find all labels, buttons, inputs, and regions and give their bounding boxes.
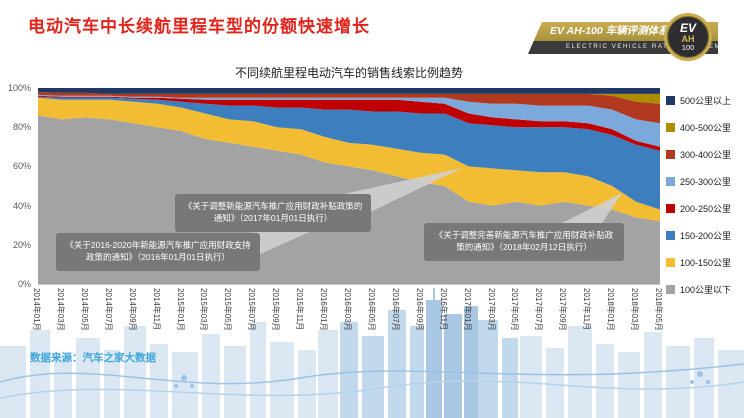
legend-item: 100-150公里: [666, 256, 731, 269]
legend-swatch: [666, 96, 675, 105]
y-axis-label: 60%: [12, 161, 31, 172]
legend-label: 400-500公里: [680, 123, 732, 133]
x-axis-label: 2015年01月: [175, 288, 185, 331]
chart-legend: 500公里以上 400-500公里 300-400公里 250-300公里 200-25…: [666, 94, 731, 310]
legend-item: 250-300公里: [666, 175, 731, 188]
legend-swatch: [666, 231, 675, 240]
x-axis-label: 2015年03月: [199, 288, 209, 331]
y-axis: 100% 80% 60% 40% 20% 0%: [0, 83, 34, 289]
legend-item: 100公里以下: [666, 283, 731, 296]
x-axis-label: 2016年09月: [414, 288, 424, 331]
x-axis-label: 2014年05月: [79, 288, 89, 331]
area-series-4: [38, 94, 660, 147]
city-skyline-graphic: [0, 288, 744, 418]
x-axis-label: 2016年03月: [343, 288, 352, 331]
x-axis-label: 2014年07月: [103, 288, 113, 331]
x-axis-label: 2014年09月: [127, 288, 137, 331]
x-axis-label: 2014年11月: [151, 288, 161, 331]
area-series-3: [38, 95, 660, 151]
y-axis-label: 80%: [12, 122, 31, 133]
callout-policy-2016: 《关于2016-2020年新能源汽车推广应用财政支持政策的通知》（2016年01…: [56, 233, 260, 271]
logo-text-100: 100: [681, 43, 695, 52]
x-axis-label: 2017年09月: [558, 288, 568, 331]
callout-policy-2017: 《关于调整新能源汽车推广应用财政补贴政策的通知》（2017年01月01日执行）: [175, 194, 371, 232]
x-axis-label: 2016年01月: [319, 288, 329, 331]
legend-label: 200-250公里: [680, 204, 732, 214]
x-axis-label: 2017年11月: [582, 288, 592, 331]
ev-ah100-logo: EV AH 100: [664, 13, 712, 61]
legend-item: 400-500公里: [666, 121, 731, 134]
legend-item: 500公里以上: [666, 94, 731, 107]
y-axis-label: 40%: [12, 200, 31, 211]
y-axis-label: 20%: [12, 239, 31, 250]
data-source-note: 数据来源：汽车之家大数据: [30, 352, 156, 364]
legend-item: 300-400公里: [666, 148, 731, 161]
x-axis-label: 2015年11月: [295, 288, 305, 331]
x-axis-label: 2017年07月: [534, 288, 544, 331]
x-axis-label: 2017年03月: [486, 288, 496, 331]
x-axis-label: 2017年01月: [462, 288, 472, 331]
legend-label: 300-400公里: [680, 150, 732, 160]
x-axis-label: 2015年07月: [247, 288, 257, 331]
y-axis-label: 0%: [17, 279, 31, 289]
y-axis-label: 100%: [7, 83, 31, 93]
x-axis: 2014年01月 2014年03月 2014年05月 2014年07月 2014年09月…: [0, 288, 744, 352]
legend-label: 250-300公里: [680, 177, 732, 187]
legend-swatch: [666, 204, 675, 213]
legend-swatch: [666, 177, 675, 186]
legend-swatch: [666, 258, 675, 267]
x-axis-label: 2017年05月: [510, 288, 520, 331]
area-series-5: [38, 91, 660, 124]
x-axis-label: 2015年09月: [271, 288, 281, 331]
legend-label: 100-150公里: [680, 258, 732, 268]
legend-item: 200-250公里: [666, 202, 731, 215]
x-axis-label: 2015年05月: [223, 288, 233, 331]
x-axis-label: 2018年05月: [654, 288, 663, 331]
legend-label: 500公里以上: [680, 96, 732, 106]
logo-text-ev: EV: [679, 21, 696, 35]
area-series-1: [38, 97, 660, 222]
x-axis-label: 2018年01月: [606, 288, 616, 331]
area-series-7: [38, 88, 660, 94]
legend-label: 100公里以下: [680, 285, 732, 295]
area-series-2: [38, 96, 660, 210]
chart-title: 不同续航里程电动汽车的销售线索比例趋势: [234, 66, 463, 80]
legend-swatch: [666, 150, 675, 159]
legend-label: 150-200公里: [680, 231, 732, 241]
x-axis-label: 2016年07月: [390, 288, 400, 331]
x-axis-label: 2016年11月: [438, 288, 448, 331]
legend-item: 150-200公里: [666, 229, 731, 242]
x-axis-label: 2014年03月: [55, 288, 65, 331]
x-axis-label: 2014年01月: [32, 288, 41, 331]
logo-text-ah: AH: [681, 34, 695, 44]
page-title: 电动汽车中长续航里程车型的份额快速增长: [28, 17, 370, 36]
x-axis-label: 2018年03月: [630, 288, 640, 331]
x-axis-label: 2016年05月: [366, 288, 376, 331]
legend-swatch: [666, 123, 675, 132]
callout-policy-2018: 《关于调整完善新能源汽车推广应用财政补贴政策的通知》（2018年02月12日执行…: [424, 223, 624, 261]
legend-swatch: [666, 285, 675, 294]
